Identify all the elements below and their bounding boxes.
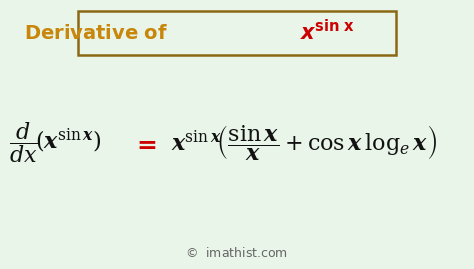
Text: $\boldsymbol{x}^{\boldsymbol{\sin x}}\!\left(\dfrac{\boldsymbol{\sin x}}{\boldsy: $\boldsymbol{x}^{\boldsymbol{\sin x}}\!\…: [171, 123, 437, 162]
Text: $\boldsymbol{=}$: $\boldsymbol{=}$: [132, 130, 157, 155]
Text: $\boldsymbol{x}^{\mathbf{sin}\ \mathbf{x}}$: $\boldsymbol{x}^{\mathbf{sin}\ \mathbf{x…: [300, 19, 355, 44]
FancyBboxPatch shape: [78, 11, 396, 55]
Text: $\copyright$  imathist.com: $\copyright$ imathist.com: [185, 246, 289, 260]
Text: $\mathbf{Derivative\ of}$: $\mathbf{Derivative\ of}$: [24, 24, 168, 43]
Text: $\boldsymbol{\dfrac{d}{dx}}\!\left(\boldsymbol{x}^{\boldsymbol{\sin x}}\right)$: $\boldsymbol{\dfrac{d}{dx}}\!\left(\bold…: [9, 120, 102, 165]
